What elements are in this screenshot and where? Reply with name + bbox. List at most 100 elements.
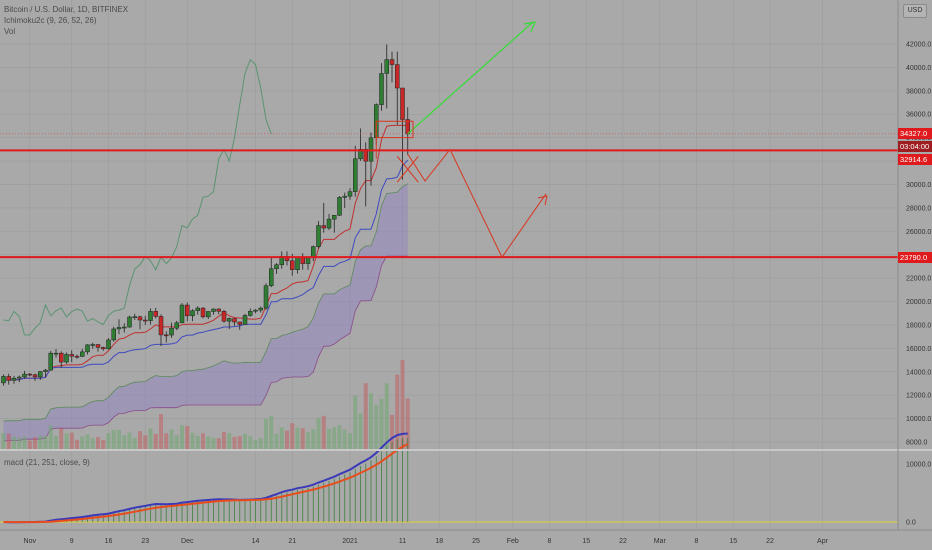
candle-body — [274, 264, 279, 270]
candle-body — [190, 310, 195, 317]
candle — [95, 344, 101, 352]
bull-arrow-line — [407, 21, 534, 135]
candle-body — [6, 376, 11, 381]
x-tick-label: Mar — [654, 538, 667, 545]
candle-body — [22, 373, 27, 378]
candle — [43, 368, 48, 378]
volume-bar — [285, 430, 289, 450]
candle-body — [95, 344, 101, 348]
volume-bar — [243, 433, 247, 450]
candle-body — [153, 311, 158, 317]
candle — [347, 188, 353, 200]
volume-bar — [169, 429, 174, 450]
volume-bar — [395, 374, 400, 450]
candle — [269, 257, 274, 288]
volume-bar — [306, 432, 310, 450]
currency-button[interactable]: USD — [903, 4, 927, 18]
volume-bar — [85, 434, 90, 450]
candle-body — [248, 310, 253, 316]
candle — [337, 195, 342, 216]
macd-tick-label: 10000.0 — [906, 462, 931, 469]
candle-body — [326, 218, 332, 229]
candle — [321, 202, 326, 233]
x-tick-label: 2021 — [342, 538, 358, 545]
volume-bar — [148, 428, 153, 450]
candle-body — [85, 344, 90, 353]
y-tick-label: 10000.0 — [906, 416, 931, 423]
volume-bar — [400, 360, 405, 450]
candle — [169, 322, 174, 338]
y-tick-label: 26000.0 — [906, 229, 931, 236]
volume-bar — [195, 435, 200, 450]
candle — [221, 309, 227, 323]
candle-body — [11, 377, 17, 381]
candle-body — [111, 328, 116, 341]
ichimoku-lines-layer — [3, 124, 409, 381]
volume-bar — [216, 438, 221, 450]
candle-body — [43, 369, 48, 372]
candle — [242, 313, 248, 325]
candle-body — [353, 158, 358, 192]
volume-bar — [374, 404, 379, 450]
candle-body — [116, 327, 122, 330]
volume-bar — [1, 433, 6, 450]
volume-bar — [358, 413, 363, 450]
candle — [80, 348, 85, 357]
volume-bar — [64, 433, 69, 450]
candle — [279, 251, 284, 269]
macd-tick-label: 0.0 — [906, 520, 916, 527]
candle — [274, 263, 279, 275]
y-tick-label: 20000.0 — [906, 299, 931, 306]
volume-bar — [369, 393, 373, 450]
candle-body — [185, 304, 190, 317]
candle-body — [316, 225, 321, 247]
chart-legend: Bitcoin / U.S. Dollar, 1D, BITFINEX Ichi… — [4, 4, 128, 37]
volume-bar — [75, 439, 79, 450]
candle-body — [143, 319, 148, 322]
candle-body — [269, 268, 274, 286]
x-tick-label: 8 — [695, 538, 699, 545]
volume-bar — [353, 395, 358, 450]
candle — [53, 348, 59, 358]
chikou-span-layer — [3, 58, 272, 336]
candle-body — [211, 308, 216, 312]
candle-body — [227, 318, 232, 322]
candle-body — [237, 321, 242, 325]
candle — [379, 63, 384, 111]
lower-level-tag: 23790.0 — [898, 252, 932, 263]
volume-legend: Vol — [4, 27, 16, 36]
y-tick-label: 40000.0 — [906, 65, 931, 72]
candle — [22, 370, 27, 379]
candle — [6, 373, 11, 385]
senkou-span-a — [3, 183, 408, 422]
x-tick-label: 16 — [105, 538, 113, 545]
macd-line — [3, 432, 408, 524]
candle-body — [1, 376, 6, 384]
symbol-title: Bitcoin / U.S. Dollar, 1D, BITFINEX — [4, 5, 129, 14]
candle-body — [32, 374, 38, 378]
candle-body — [132, 316, 137, 318]
volume-bar — [127, 432, 132, 450]
candle-body — [48, 352, 53, 371]
y-tick-label: 38000.0 — [906, 88, 931, 95]
y-tick-label: 30000.0 — [906, 182, 931, 189]
volume-bar — [101, 440, 106, 450]
volume-bar — [379, 398, 384, 450]
candle-body — [127, 316, 132, 328]
candle — [137, 315, 143, 330]
y-tick-label: 12000.0 — [906, 393, 931, 400]
macd-pane — [0, 432, 898, 524]
candle-body — [158, 316, 164, 336]
candle — [17, 375, 22, 383]
volume-bar — [327, 428, 331, 450]
candle — [38, 371, 43, 380]
volume-bar — [17, 437, 22, 450]
candle-body — [337, 197, 342, 216]
candle-body — [379, 73, 384, 105]
candle — [206, 311, 211, 320]
candle — [258, 306, 263, 313]
candle — [132, 313, 137, 321]
candle-body — [347, 191, 353, 197]
